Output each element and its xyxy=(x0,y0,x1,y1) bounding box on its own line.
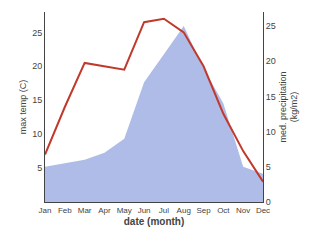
svg-text:Jul: Jul xyxy=(159,206,169,215)
svg-text:Jun: Jun xyxy=(138,206,151,215)
svg-text:15: 15 xyxy=(32,95,42,105)
svg-text:Mar: Mar xyxy=(78,206,92,215)
svg-text:med. precipitation(kg/m2): med. precipitation(kg/m2) xyxy=(278,71,300,142)
svg-text:0: 0 xyxy=(266,197,271,207)
svg-text:Dec: Dec xyxy=(256,206,270,215)
svg-text:Jan: Jan xyxy=(39,206,52,215)
svg-text:Apr: Apr xyxy=(98,206,111,215)
svg-text:25: 25 xyxy=(32,28,42,38)
svg-text:Nov: Nov xyxy=(236,206,250,215)
svg-text:5: 5 xyxy=(266,162,271,172)
svg-text:10: 10 xyxy=(32,129,42,139)
svg-text:25: 25 xyxy=(266,21,276,31)
svg-text:Oct: Oct xyxy=(217,206,230,215)
svg-text:max temp (C): max temp (C) xyxy=(18,80,28,135)
svg-text:20: 20 xyxy=(32,61,42,71)
svg-text:Aug: Aug xyxy=(177,206,191,215)
svg-text:10: 10 xyxy=(266,127,276,137)
svg-text:15: 15 xyxy=(266,92,276,102)
svg-text:Sep: Sep xyxy=(196,206,211,215)
svg-text:date (month): date (month) xyxy=(124,216,185,227)
svg-text:20: 20 xyxy=(266,56,276,66)
svg-text:5: 5 xyxy=(37,163,42,173)
svg-text:May: May xyxy=(117,206,132,215)
svg-text:Feb: Feb xyxy=(58,206,72,215)
